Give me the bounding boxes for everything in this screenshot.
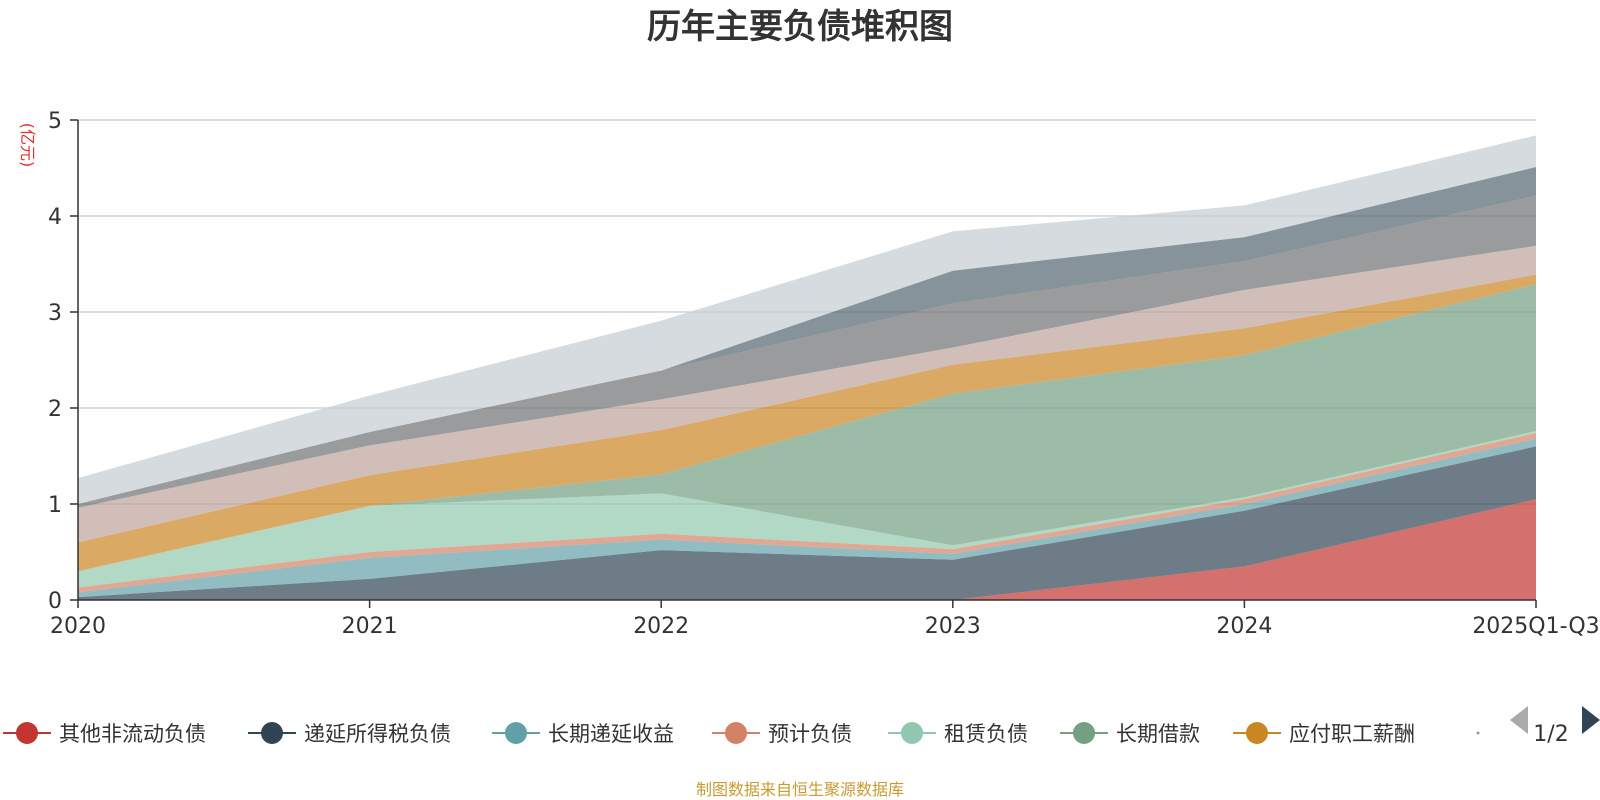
legend-circle-icon [16, 722, 38, 744]
x-axis-ticks: 2020 2021 2022 2023 2024 2025Q1-Q3 [50, 600, 1600, 639]
legend-page-indicator: 1/2 [1533, 722, 1568, 747]
legend-label: 租赁负债 [944, 722, 1028, 746]
area-series-3 [78, 438, 1536, 598]
area-series-6 [78, 284, 1536, 572]
legend-pager: 1/2 [1510, 706, 1600, 747]
legend-next-icon[interactable] [1582, 706, 1600, 734]
legend-prev-icon[interactable] [1510, 706, 1528, 734]
area-series-5 [78, 431, 1536, 588]
x-tick-label: 2022 [633, 614, 689, 639]
x-tick-label: 2023 [925, 614, 981, 639]
legend-label: 预计负债 [768, 722, 852, 746]
area-series-10 [78, 167, 1536, 504]
area-series-7 [78, 274, 1536, 572]
area-series-9 [78, 195, 1536, 508]
axes [77, 120, 1536, 601]
y-axis-unit-label: (亿元) [18, 123, 37, 168]
legend-label: 应付职工薪酬 [1289, 722, 1415, 746]
data-source-note: 制图数据来自恒生聚源数据库 [696, 780, 904, 799]
legend-circle-icon [1073, 722, 1095, 744]
legend-label: 长期递延收益 [548, 722, 674, 746]
area-series-2 [78, 446, 1536, 600]
area-series-11 [78, 135, 1536, 504]
x-tick-label: 2021 [342, 614, 398, 639]
legend-circle-icon [261, 722, 283, 744]
legend-label: 递延所得税负债 [304, 722, 451, 746]
y-tick-label: 3 [48, 301, 62, 326]
x-tick-label: 2025Q1-Q3 [1472, 614, 1599, 639]
legend-label: 长期借款 [1116, 722, 1200, 746]
y-tick-label: 0 [48, 589, 62, 614]
y-tick-label: 5 [48, 109, 62, 134]
legend-item[interactable]: 其他非流动负债 [3, 722, 206, 746]
legend-ellipsis-icon [1476, 731, 1480, 735]
legend-item[interactable]: 递延所得税负债 [248, 722, 451, 746]
area-series-1 [78, 499, 1536, 600]
legend-circle-icon [725, 722, 747, 744]
y-tick-label: 2 [48, 397, 62, 422]
legend-item[interactable]: 租赁负债 [888, 722, 1028, 746]
legend-item[interactable]: 应付职工薪酬 [1233, 722, 1415, 746]
chart-title: 历年主要负债堆积图 [647, 7, 953, 47]
legend-circle-icon [901, 722, 923, 744]
legend-circle-icon [1246, 722, 1268, 744]
area-series-8 [78, 245, 1536, 543]
y-axis-ticks: 0 1 2 3 4 5 [48, 109, 78, 614]
legend-item[interactable]: 长期递延收益 [492, 722, 674, 746]
legend-circle-icon [505, 722, 527, 744]
legend-item[interactable]: 长期借款 [1060, 722, 1200, 746]
x-tick-label: 2024 [1216, 614, 1272, 639]
area-series-group [78, 135, 1536, 600]
legend-item[interactable]: 预计负债 [712, 722, 852, 746]
x-tick-label: 2020 [50, 614, 106, 639]
y-tick-label: 4 [48, 205, 62, 230]
y-tick-label: 1 [48, 493, 62, 518]
legend-label: 其他非流动负债 [59, 722, 206, 746]
area-series-4 [78, 433, 1536, 593]
legend: 其他非流动负债 递延所得税负债 长期递延收益 预计负债 租赁负债 长期借款 应付职工薪酬 [3, 722, 1480, 746]
